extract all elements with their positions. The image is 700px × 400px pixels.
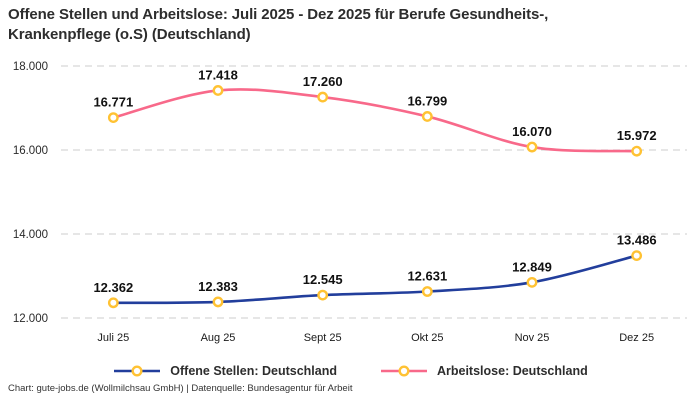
data-point-label: 13.486 — [617, 233, 657, 248]
y-axis-tick-label: 16.000 — [13, 145, 48, 157]
data-point-label: 16.771 — [93, 95, 133, 110]
data-point-label: 15.972 — [617, 128, 657, 143]
y-axis-tick-label: 14.000 — [13, 229, 48, 241]
legend-label-offene-stellen: Offene Stellen: Deutschland — [170, 364, 337, 378]
y-axis-tick-label: 12.000 — [13, 313, 48, 325]
data-point-label: 12.849 — [512, 259, 552, 274]
series-line — [112, 254, 638, 305]
series-line — [112, 88, 638, 153]
data-point-label: 12.545 — [303, 272, 343, 287]
data-point-label: 12.383 — [198, 279, 238, 294]
data-point-marker[interactable] — [212, 296, 224, 308]
data-point-marker[interactable] — [107, 112, 119, 124]
data-point-marker[interactable] — [421, 286, 433, 297]
data-point-marker[interactable] — [317, 289, 329, 301]
legend-label-arbeitslose: Arbeitslose: Deutschland — [436, 364, 588, 378]
x-axis-tick-label: Nov 25 — [515, 332, 550, 344]
legend-line-marker-icon — [380, 365, 427, 377]
data-point-marker[interactable] — [421, 111, 433, 122]
chart-title: Offene Stellen und Arbeitslose: Juli 202… — [8, 6, 549, 43]
data-point-label: 16.070 — [512, 124, 552, 139]
x-axis-tick-label: Sept 25 — [304, 332, 342, 344]
data-point-label: 16.799 — [407, 93, 447, 108]
data-point-marker[interactable] — [317, 91, 329, 103]
x-axis-tick-label: Dez 25 — [619, 332, 654, 344]
data-point-label: 12.362 — [93, 280, 133, 295]
x-axis-tick-label: Aug 25 — [201, 332, 236, 344]
data-point-marker[interactable] — [631, 250, 643, 261]
x-axis-tick-label: Okt 25 — [411, 332, 443, 344]
data-point-label: 17.260 — [303, 74, 343, 89]
data-point-label: 12.631 — [407, 268, 447, 283]
data-point-marker[interactable] — [631, 145, 643, 157]
y-axis-tick-label: 18.000 — [13, 61, 48, 73]
chart-attribution: Chart: gute-jobs.de (Wollmilchsau GmbH) … — [8, 383, 353, 394]
data-point-marker[interactable] — [107, 297, 119, 309]
data-point-marker[interactable] — [526, 276, 538, 288]
chart-legend: Offene Stellen: Deutschland Arbeitslose:… — [0, 360, 700, 382]
data-point-marker[interactable] — [526, 141, 538, 153]
legend-line-marker-icon — [114, 365, 161, 377]
x-axis-tick-label: Juli 25 — [97, 332, 129, 344]
legend-item-offene-stellen[interactable]: Offene Stellen: Deutschland — [112, 363, 337, 379]
data-point-marker[interactable] — [212, 85, 224, 96]
legend-item-arbeitslose[interactable]: Arbeitslose: Deutschland — [379, 363, 588, 379]
data-point-label: 17.418 — [198, 67, 238, 82]
